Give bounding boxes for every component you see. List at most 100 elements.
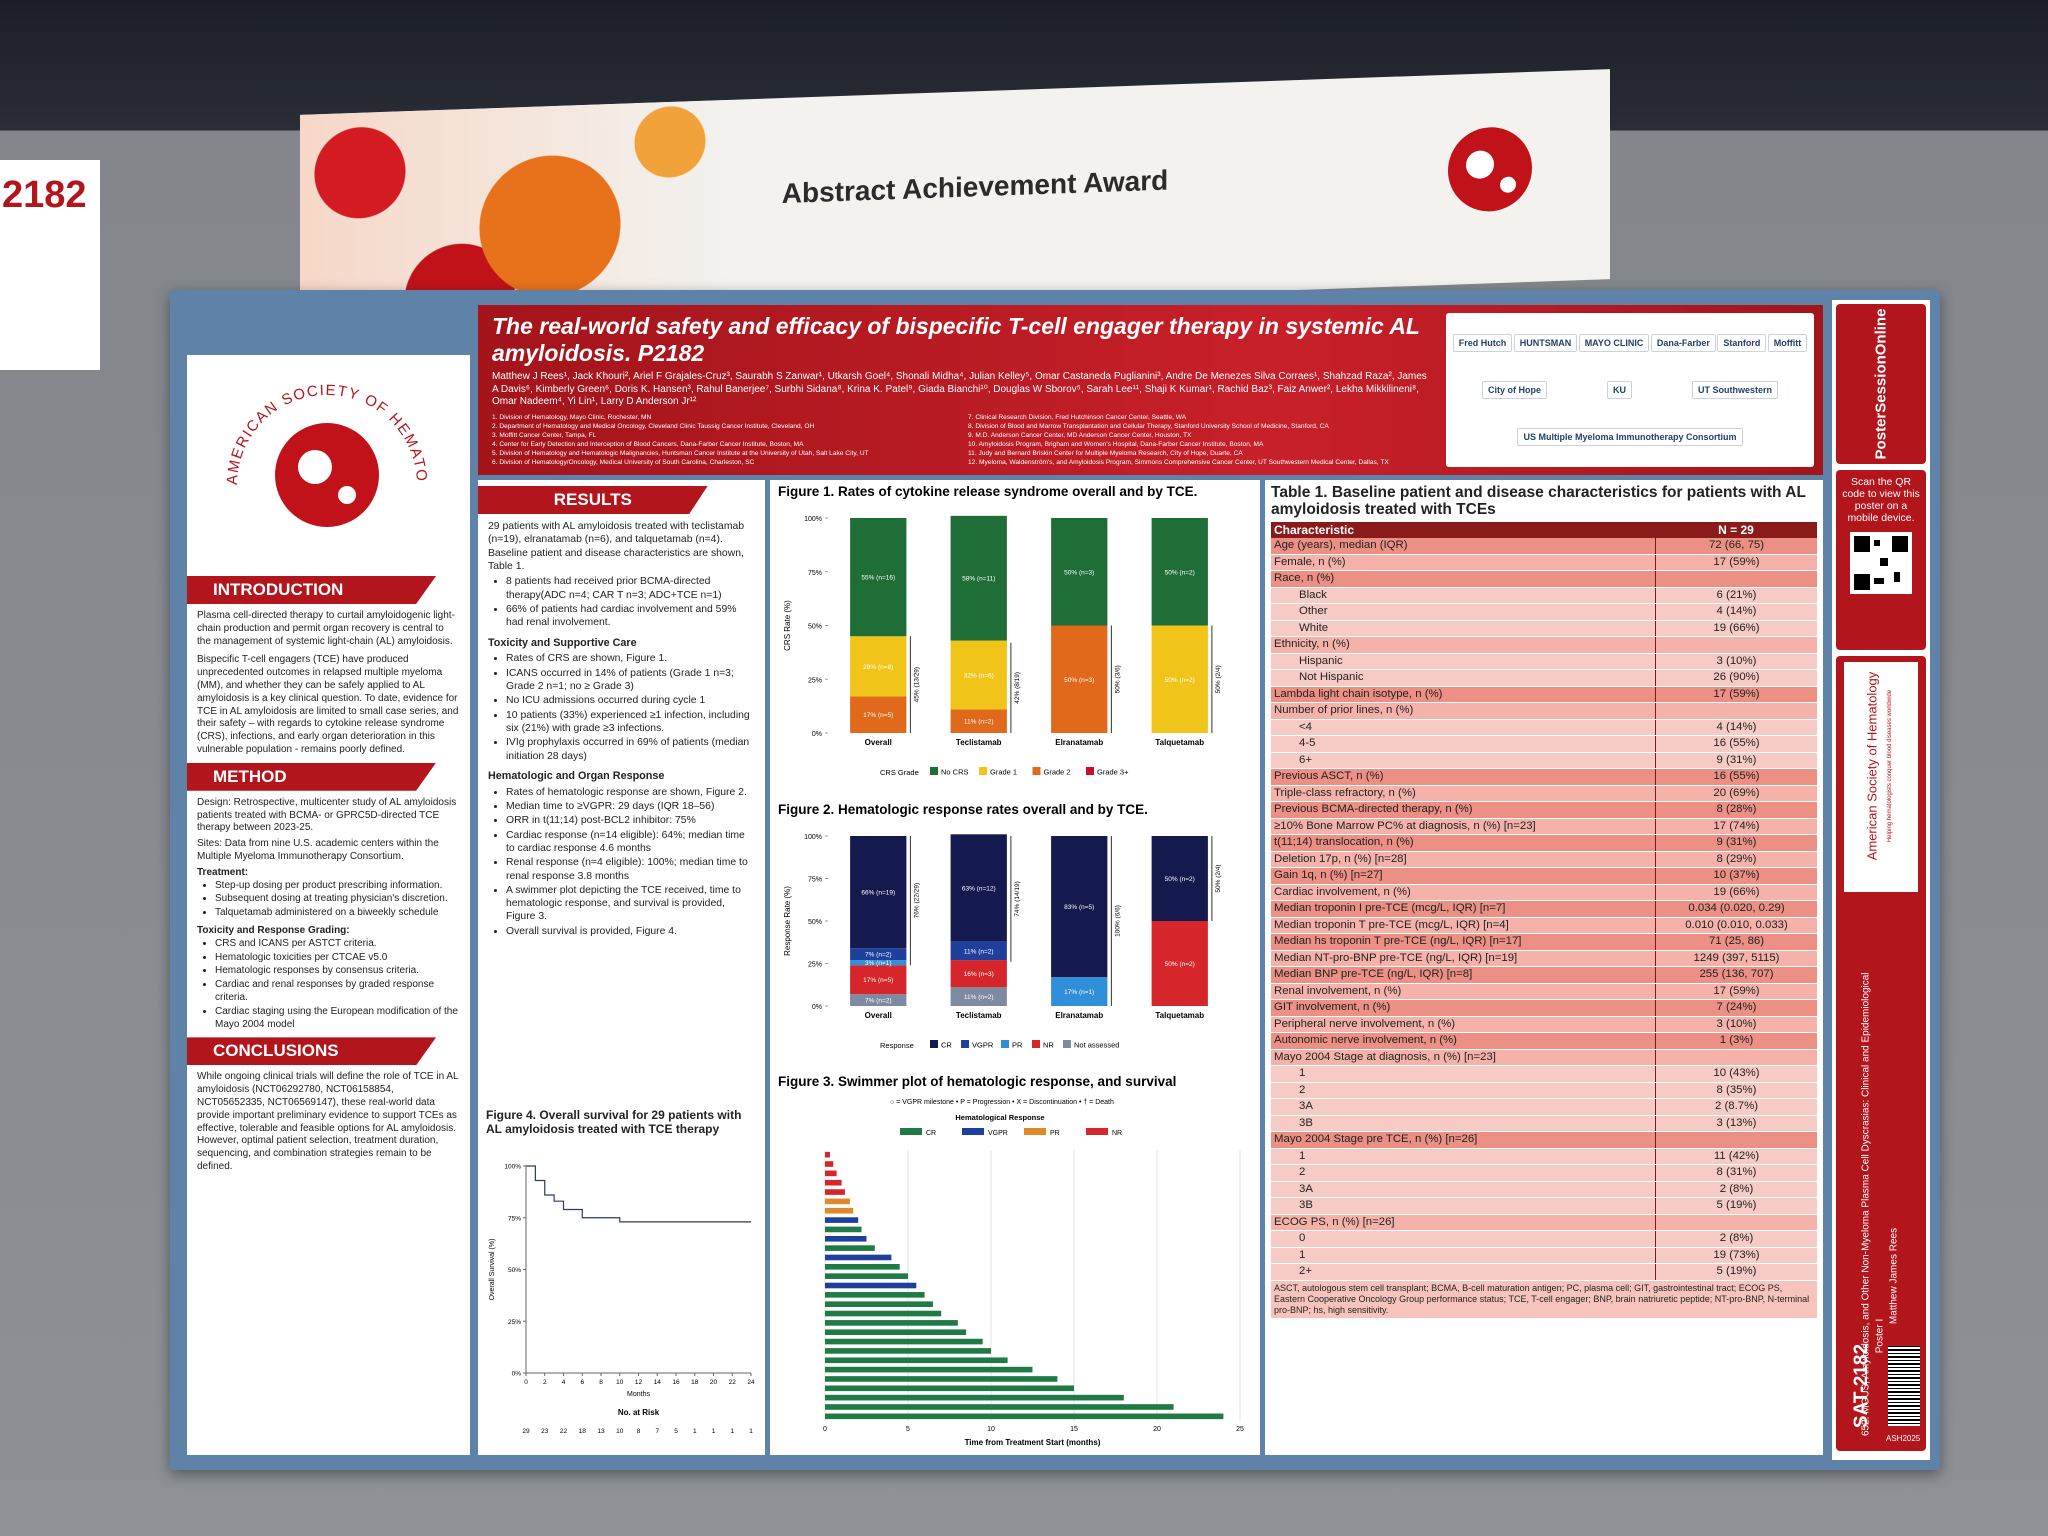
row-label: 6+: [1299, 753, 1312, 766]
swimmer-bar: [825, 1357, 1008, 1364]
results-bullet-list: Rates of hematologic response are shown,…: [488, 786, 755, 938]
legend-label: CR: [926, 1130, 936, 1137]
row-value: 1 (3%): [1655, 1033, 1817, 1049]
swimmer-bar: [825, 1235, 867, 1242]
swimmer-bar: [825, 1348, 991, 1354]
qr-text: Scan the QR code to view this poster on …: [1842, 476, 1920, 524]
x-tick-label: Elranatamab: [1055, 738, 1103, 747]
figure-2: Figure 2. Hematologic response rates ove…: [778, 802, 1222, 1050]
table-row: Previous ASCT, n (%) 16 (55%): [1271, 769, 1817, 786]
swimmer-bar: [825, 1161, 834, 1167]
swimmer-bar: [825, 1273, 908, 1279]
segment-label: 11% (n=2): [964, 994, 994, 1001]
row-label: t(11;14) translocation, n (%): [1274, 836, 1414, 848]
table-row: 2 8 (31%): [1271, 1165, 1817, 1182]
swimmer-bar: [825, 1320, 958, 1326]
row-label: Median NT-pro-BNP pre-TCE (ng/L, IQR) [n…: [1274, 951, 1518, 964]
table-row: 4-5 16 (55%): [1271, 736, 1817, 753]
bar-segment: [1051, 977, 1108, 1006]
row-label: 3B: [1299, 1199, 1313, 1211]
swimmer-bar: [825, 1394, 1124, 1401]
legend-label: Not assessed: [1074, 1041, 1119, 1050]
legend-label: PR: [1012, 1041, 1023, 1050]
intro-paragraph: Plasma cell-directed therapy to curtail …: [197, 610, 455, 647]
bar-segment: [850, 960, 907, 966]
row-value: 9 (31%): [1655, 835, 1817, 851]
table-row: 1 11 (42%): [1271, 1148, 1817, 1165]
table-row: 3A 2 (8.7%): [1271, 1099, 1817, 1116]
table-column: Table 1. Baseline patient and disease ch…: [1265, 480, 1823, 1455]
bar-segment: [850, 965, 907, 995]
row-value: 16 (55%): [1655, 769, 1817, 785]
brand-box: PosterSessionOnline: [1836, 304, 1926, 464]
bar-segment: [950, 640, 1007, 710]
results-bullet: IVIg prophylaxis occurred in 69% of pati…: [506, 736, 755, 763]
segment-label: 11% (n=2): [964, 948, 994, 955]
meeting: ASH2025: [1886, 1434, 1921, 1443]
results-bullet-list: Rates of CRS are shown, Figure 1. ICANS o…: [488, 652, 755, 763]
intro-text: Plasma cell-directed therapy to curtail …: [187, 610, 470, 757]
risk-label: No. at Risk: [618, 1408, 660, 1417]
side-strip: PosterSessionOnline Scan the QR code to …: [1832, 300, 1930, 1460]
at-risk-value: 18: [579, 1428, 587, 1435]
y-tick-label: 50%: [808, 624, 822, 631]
results-bullet: ICANS occurred in 14% of patients (Grade…: [506, 667, 755, 694]
bar-segment: [950, 515, 1007, 641]
results-bullet: 8 patients had received prior BCMA-direc…: [506, 575, 755, 602]
table-row: GIT involvement, n (%) 7 (24%): [1271, 1000, 1817, 1017]
row-value: 5 (19%): [1655, 1264, 1817, 1280]
logo: Dana-Farber: [1650, 333, 1716, 352]
y-axis-label: Response Rate (%): [783, 886, 792, 956]
info-box: American Society of Hematology Helping h…: [1836, 656, 1926, 1451]
affiliation: 10. Amyloidosis Program, Brigham and Wom…: [968, 441, 1264, 448]
row-value: 0.010 (0.010, 0.033): [1655, 917, 1817, 933]
row-label: Median hs troponin T pre-TCE (ng/L, IQR)…: [1274, 935, 1522, 947]
bar-segment: [850, 696, 907, 733]
swimmer-bar: [825, 1245, 875, 1251]
table-row: Black 6 (21%): [1271, 587, 1817, 604]
society: American Society of Hematology: [1864, 671, 1880, 861]
table-row: Median troponin T pre-TCE (mcg/L, IQR) […: [1271, 917, 1817, 934]
row-value: 10 (43%): [1655, 1066, 1817, 1082]
at-risk-value: 5: [674, 1428, 678, 1435]
legend-label: Grade 2: [1044, 768, 1071, 777]
results-bullet: A swimmer plot depicting the TCE receive…: [506, 884, 755, 924]
legend-title: Hematological Response: [955, 1113, 1044, 1122]
row-label: Number of prior lines, n (%): [1274, 704, 1414, 716]
results-subheading: Toxicity and Supportive Care: [488, 636, 637, 649]
legend-swatch: [961, 1040, 969, 1048]
x-tick-label: 16: [672, 1379, 680, 1386]
column-header: N = 29: [1718, 523, 1754, 537]
y-tick-label: 0%: [812, 731, 822, 738]
x-tick-label: Teclistamab: [956, 738, 1002, 747]
swimmer-bar: [825, 1338, 983, 1345]
swimmer-bar: [825, 1217, 859, 1223]
segment-label: 66% (n=19): [861, 890, 895, 897]
row-value: 17 (59%): [1655, 554, 1817, 570]
row-label: Deletion 17p, n (%) [n=28]: [1274, 852, 1407, 865]
bar-segment: [850, 836, 907, 949]
bar-segment: [850, 948, 907, 961]
table-row: Gain 1q, n (%) [n=27] 10 (37%): [1271, 868, 1817, 885]
award-banner: Abstract Achievement Award: [300, 69, 1610, 325]
bar-segment: [950, 834, 1007, 942]
row-label: Ethnicity, n (%): [1274, 638, 1350, 650]
table-row: Mayo 2004 Stage pre TCE, n (%) [n=26]: [1271, 1132, 1817, 1149]
table-title: Table 1. Baseline patient and disease ch…: [1271, 484, 1806, 518]
figure-4: Figure 4. Overall survival for 29 patien…: [486, 1108, 755, 1435]
legend-label: VGPR: [988, 1130, 1008, 1137]
bar-segment: [1051, 625, 1108, 733]
segment-label: 50% (n=2): [1165, 876, 1195, 883]
swimmer-bar: [825, 1170, 837, 1177]
segment-label: 50% (n=2): [1165, 677, 1195, 684]
y-tick-label: 25%: [808, 962, 822, 969]
table-row: Not Hispanic 26 (90%): [1271, 670, 1817, 687]
row-label: 0: [1299, 1232, 1306, 1244]
affiliations-right: 7. Clinical Research Division, Fred Hutc…: [968, 413, 1433, 467]
table-row: Female, n (%) 17 (59%): [1271, 554, 1817, 571]
figure-1: Figure 1. Rates of cytokine release synd…: [778, 484, 1222, 777]
x-tick-label: 22: [729, 1379, 737, 1386]
results-bullet: No ICU admissions occurred during cycle …: [506, 694, 755, 707]
logo: City of Hope: [1481, 380, 1547, 399]
bar-segment: [1151, 836, 1208, 921]
